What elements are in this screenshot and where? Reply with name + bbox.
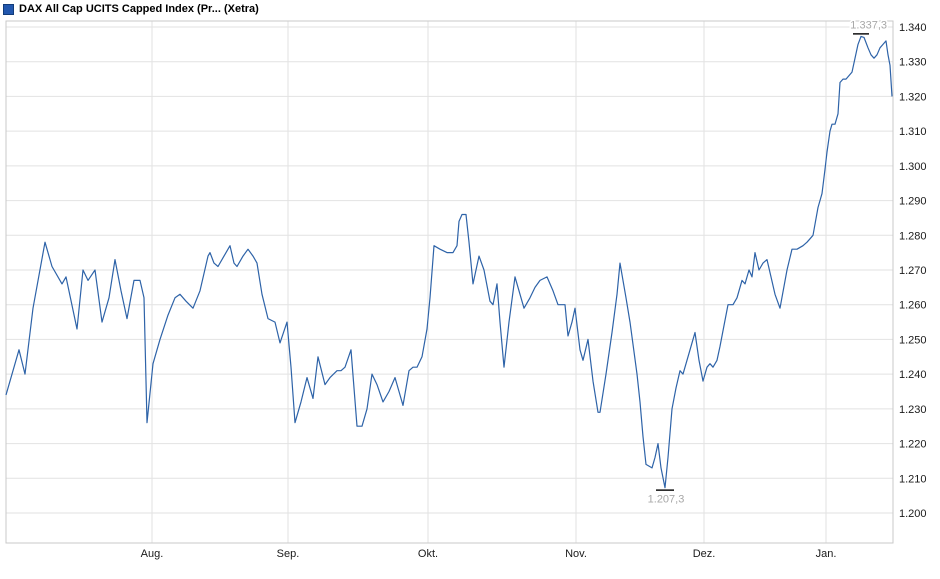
y-axis-label: 1.310	[899, 126, 927, 138]
y-axis-label: 1.280	[899, 230, 927, 242]
x-axis-label: Aug.	[141, 548, 164, 560]
x-axis-label: Nov.	[565, 548, 587, 560]
low-value-label: 1.207,3	[648, 494, 685, 506]
chart-legend: DAX All Cap UCITS Capped Index (Pr... (X…	[3, 2, 259, 16]
series-color-swatch-icon	[3, 3, 14, 15]
y-axis-label: 1.270	[899, 265, 927, 277]
y-axis-label: 1.200	[899, 508, 927, 520]
y-axis-label: 1.210	[899, 473, 927, 485]
x-axis-label: Jan.	[816, 548, 837, 560]
y-axis-label: 1.230	[899, 404, 927, 416]
y-axis-label: 1.300	[899, 161, 927, 173]
x-axis-label: Dez.	[693, 548, 716, 560]
y-axis-label: 1.240	[899, 369, 927, 381]
y-axis-label: 1.220	[899, 439, 927, 451]
x-axis-label: Sep.	[277, 548, 300, 560]
high-value-label: 1.337,3	[850, 19, 887, 31]
x-axis-label: Okt.	[418, 548, 438, 560]
price-line	[5, 35, 893, 489]
y-axis-label: 1.290	[899, 196, 927, 208]
y-axis-label: 1.260	[899, 300, 927, 312]
plot-area[interactable]	[5, 20, 894, 544]
y-axis-label: 1.330	[899, 57, 927, 69]
y-axis-label: 1.340	[899, 22, 927, 34]
y-axis-label: 1.320	[899, 91, 927, 103]
y-axis-label: 1.250	[899, 334, 927, 346]
chart-title: DAX All Cap UCITS Capped Index (Pr... (X…	[19, 3, 259, 15]
